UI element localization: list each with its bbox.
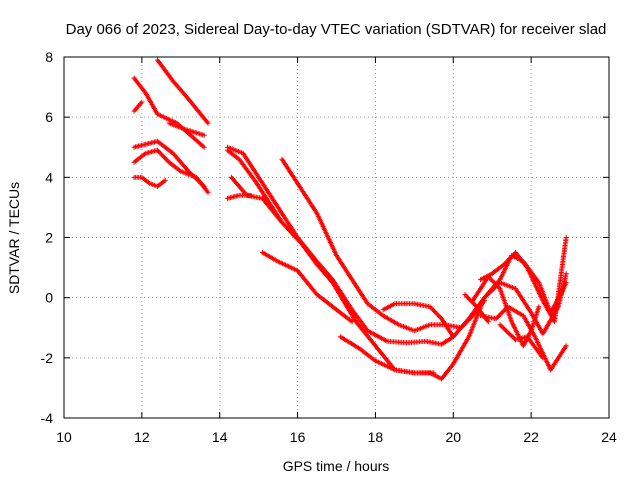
data-point — [431, 370, 437, 376]
series-track-l — [260, 250, 355, 325]
x-tick-label: 18 — [368, 429, 384, 445]
series-track-c — [154, 57, 211, 126]
x-tick-label: 22 — [523, 429, 539, 445]
data-points — [131, 57, 569, 382]
y-tick-label: 4 — [45, 169, 53, 185]
chart-title: Day 066 of 2023, Sidereal Day-to-day VTE… — [66, 21, 607, 38]
data-point — [279, 219, 285, 225]
series-track-q — [478, 304, 569, 373]
data-point — [563, 280, 569, 286]
y-tick-label: 6 — [45, 109, 53, 125]
data-point — [563, 343, 569, 349]
series-track-d — [166, 120, 207, 138]
series-track-g — [131, 174, 168, 189]
data-point — [563, 235, 569, 240]
series-track-r — [478, 235, 569, 325]
data-point — [540, 355, 546, 361]
data-point — [162, 177, 168, 183]
series-track-s — [497, 322, 546, 361]
data-point — [201, 144, 207, 150]
series-track-n — [380, 301, 456, 340]
data-point — [349, 319, 355, 325]
series-track-t — [462, 292, 491, 325]
x-tick-label: 14 — [212, 429, 228, 445]
y-tick-label: -4 — [41, 410, 54, 426]
data-point — [481, 298, 487, 304]
series-track-o — [337, 334, 437, 376]
x-axis-label: GPS time / hours — [283, 458, 390, 474]
data-point — [205, 189, 211, 195]
y-tick-label: 8 — [45, 49, 53, 65]
data-point — [139, 99, 145, 105]
series-track-f — [131, 147, 211, 195]
data-point — [201, 132, 207, 138]
data-point — [450, 334, 456, 340]
series-track-m — [279, 156, 487, 334]
y-tick-label: -2 — [41, 350, 54, 366]
y-tick-label: 0 — [45, 290, 53, 306]
x-tick-label: 10 — [56, 429, 72, 445]
x-tick-label: 12 — [134, 429, 150, 445]
grid — [64, 57, 609, 418]
y-tick-label: 2 — [45, 230, 53, 246]
series-track-k — [228, 174, 285, 225]
data-point — [485, 319, 491, 325]
x-tick-label: 20 — [445, 429, 461, 445]
x-tick-label: 16 — [290, 429, 306, 445]
data-point — [205, 120, 211, 126]
y-axis-label: SDTVAR / TECUs — [6, 182, 22, 294]
data-point — [563, 271, 569, 277]
series-track-b — [131, 99, 145, 114]
data-point — [536, 304, 542, 310]
x-tick-label: 24 — [601, 429, 617, 445]
